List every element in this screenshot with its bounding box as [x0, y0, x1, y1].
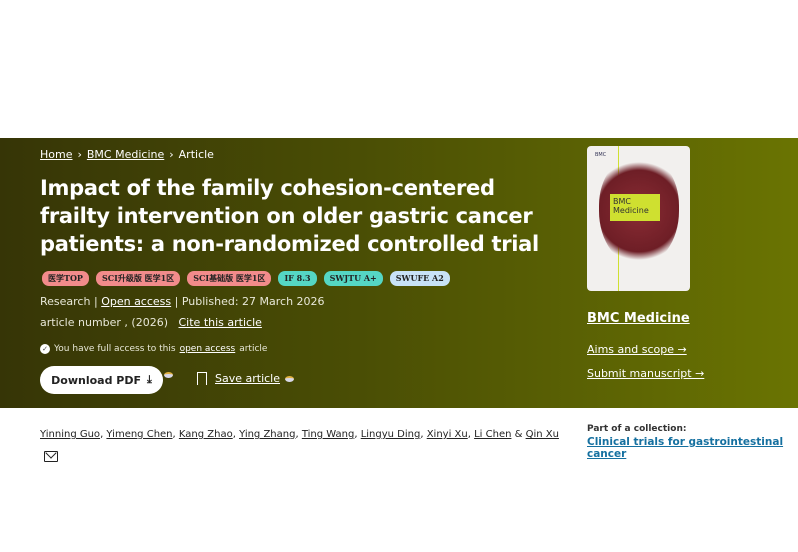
author-list: Yinning Guo, Yimeng Chen, Kang Zhao, Yin… — [40, 429, 559, 440]
article-citation: article number , (2026) Cite this articl… — [40, 316, 262, 329]
separator: | — [93, 295, 98, 308]
access-text: You have full access to this — [54, 344, 176, 354]
author-link[interactable]: Li Chen — [474, 429, 512, 440]
breadcrumb-home[interactable]: Home — [40, 148, 73, 161]
author-link[interactable]: Yinning Guo — [40, 429, 101, 440]
chevron-right-icon: › — [77, 148, 82, 161]
aims-scope-link[interactable]: Aims and scope → — [587, 343, 687, 356]
mail-icon[interactable] — [44, 451, 58, 462]
author-link[interactable]: Lingyu Ding — [360, 429, 421, 440]
article-number: article number , (2026) — [40, 316, 168, 329]
published-date: Published: 27 March 2026 — [181, 295, 325, 308]
save-label: Save article — [215, 372, 281, 385]
check-circle-icon: ✓ — [40, 344, 50, 354]
journal-cover[interactable]: BMC BMC Medicine — [587, 146, 690, 291]
badge: IF 8.3 — [278, 271, 317, 286]
cite-link[interactable]: Cite this article — [178, 316, 262, 329]
badge: SCI基础版 医学1区 — [187, 271, 272, 286]
access-notice: ✓ You have full access to this open acce… — [40, 344, 267, 354]
badge: 医学TOP — [42, 271, 89, 286]
bookmark-icon — [197, 372, 207, 385]
breadcrumb: Home › BMC Medicine › Article — [40, 148, 214, 161]
breadcrumb-journal[interactable]: BMC Medicine — [86, 148, 165, 161]
open-access-link[interactable]: open access — [179, 344, 236, 354]
article-title: Impact of the family cohesion-centered f… — [40, 176, 539, 256]
save-article-button[interactable]: Save article — [197, 372, 280, 385]
breadcrumb-current: Article — [178, 148, 214, 161]
collection-label: Part of a collection: — [587, 424, 687, 434]
cover-title: BMC Medicine — [610, 194, 660, 221]
author-link[interactable]: Ting Wang — [301, 429, 355, 440]
badge-list: 医学TOP SCI升级版 医学1区 SCI基础版 医学1区 IF 8.3 SWJ… — [42, 271, 450, 286]
article-meta: Research | Open access | Published: 27 M… — [40, 295, 325, 308]
article-type: Research — [40, 295, 91, 308]
chevron-right-icon: › — [169, 148, 174, 161]
download-pdf-button[interactable]: Download PDF ⤓ — [40, 366, 163, 394]
author-link[interactable]: Qin Xu — [525, 429, 559, 440]
journal-link[interactable]: BMC Medicine — [587, 311, 690, 326]
author-link[interactable]: Yimeng Chen — [106, 429, 173, 440]
open-access-link[interactable]: Open access — [101, 295, 172, 308]
collection-link[interactable]: Clinical trials for gastrointestinal can… — [587, 436, 784, 460]
badge: SWUFE A2 — [389, 271, 450, 286]
badge: SCI升级版 医学1区 — [95, 271, 181, 286]
author-link[interactable]: Ying Zhang — [239, 429, 296, 440]
cover-logo: BMC — [595, 152, 607, 158]
extension-icon[interactable] — [164, 372, 173, 378]
download-icon: ⤓ — [146, 373, 152, 386]
access-suffix: article — [239, 344, 268, 354]
extension-icon[interactable] — [285, 376, 294, 382]
submit-manuscript-link[interactable]: Submit manuscript → — [587, 367, 705, 380]
author-link[interactable]: Kang Zhao — [178, 429, 233, 440]
separator: | — [174, 295, 179, 308]
download-label: Download PDF — [51, 373, 141, 387]
author-link[interactable]: Xinyi Xu — [426, 429, 468, 440]
badge: SWJTU A+ — [323, 271, 383, 286]
